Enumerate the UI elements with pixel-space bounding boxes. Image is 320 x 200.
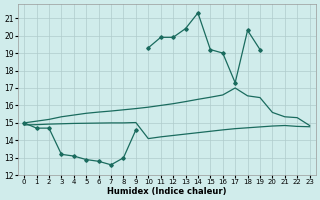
X-axis label: Humidex (Indice chaleur): Humidex (Indice chaleur) bbox=[107, 187, 227, 196]
